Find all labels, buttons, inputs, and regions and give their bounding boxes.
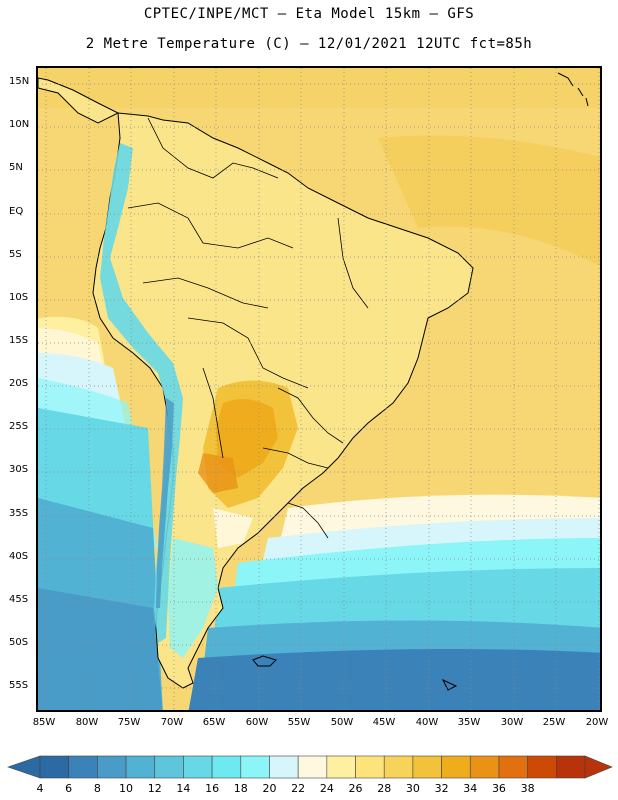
colorbar-segment xyxy=(269,755,299,779)
lon-tick-label: 25W xyxy=(542,717,566,728)
country-borders xyxy=(127,117,369,539)
temperature-colorbar xyxy=(7,755,613,779)
map-canvas xyxy=(38,68,600,710)
colorbar-tick-label: 6 xyxy=(65,782,73,795)
colorbar-segment xyxy=(154,755,184,779)
lon-tick-label: 40W xyxy=(415,717,439,728)
land-hottest-region xyxy=(198,453,238,493)
colorbar-tick-label: 4 xyxy=(36,782,44,795)
lat-tick-label: 5N xyxy=(9,162,23,173)
lat-tick-label: 5S xyxy=(9,249,22,260)
colorbar-tick-label: 8 xyxy=(93,782,101,795)
ocean-caribbean-band xyxy=(38,68,600,108)
lat-tick-label: EQ xyxy=(9,206,24,217)
colorbar-segment xyxy=(240,755,270,779)
map-title-line1: CPTEC/INPE/MCT – Eta Model 15km – GFS xyxy=(143,6,475,22)
argentina-mild xyxy=(213,508,253,548)
lat-tick-label: 10S xyxy=(9,292,29,303)
andes-colder-core xyxy=(156,398,174,608)
lat-tick-label: 55S xyxy=(9,680,29,691)
colorbar-segment xyxy=(355,755,385,779)
lat-tick-label: 25S xyxy=(9,421,29,432)
colorbar-segments xyxy=(7,755,613,779)
lat-tick-label: 20S xyxy=(9,378,29,389)
colorbar-tick-label: 36 xyxy=(491,782,506,795)
lat-tick-label: 40S xyxy=(9,551,29,562)
colorbar-tick-label: 28 xyxy=(377,782,392,795)
lon-tick-label: 45W xyxy=(372,717,396,728)
colorbar-tick-label: 26 xyxy=(348,782,363,795)
colorbar-tick-label: 24 xyxy=(319,782,334,795)
ocean-warm-patch xyxy=(378,135,600,266)
patagonia-cool xyxy=(168,538,218,658)
colorbar-tick-label: 16 xyxy=(205,782,220,795)
lat-tick-label: 45S xyxy=(9,594,29,605)
colorbar-segment xyxy=(469,755,500,779)
colorbar-tick-label: 34 xyxy=(463,782,478,795)
colorbar-tick-label: 38 xyxy=(520,782,535,795)
colorbar-right-arrow xyxy=(584,755,613,779)
colorbar-segment xyxy=(412,755,442,779)
ocean-pacific-coldest xyxy=(38,588,163,710)
colorbar-segment xyxy=(183,755,213,779)
colorbar-segment xyxy=(125,755,156,779)
map-title-line2: 2 Metre Temperature (C) – 12/01/2021 12U… xyxy=(85,36,533,52)
lat-tick-label: 35S xyxy=(9,508,29,519)
central-america-land xyxy=(38,77,120,124)
colorbar-segment xyxy=(39,755,69,779)
colorbar-tick-label: 18 xyxy=(233,782,248,795)
lon-tick-label: 30W xyxy=(500,717,524,728)
colorbar-tick-label: 14 xyxy=(176,782,191,795)
colorbar-tick-label: 10 xyxy=(119,782,134,795)
colorbar-tick-label: 32 xyxy=(434,782,449,795)
lon-tick-label: 80W xyxy=(75,717,99,728)
lat-tick-label: 15S xyxy=(9,335,29,346)
colorbar-segment xyxy=(68,755,98,779)
colorbar-segment xyxy=(527,755,557,779)
lon-tick-label: 70W xyxy=(160,717,184,728)
lon-tick-label: 50W xyxy=(330,717,354,728)
colorbar-tick-label: 20 xyxy=(262,782,277,795)
lon-tick-label: 65W xyxy=(202,717,226,728)
colorbar-segment xyxy=(297,755,328,779)
colorbar-segment xyxy=(556,755,586,779)
colorbar-tick-label: 30 xyxy=(405,782,420,795)
lon-tick-label: 20W xyxy=(585,717,609,728)
temperature-map xyxy=(36,66,602,712)
lon-tick-label: 35W xyxy=(457,717,481,728)
lat-tick-label: 15N xyxy=(9,76,30,87)
lat-tick-label: 30S xyxy=(9,464,29,475)
lat-tick-label: 10N xyxy=(9,119,30,130)
lon-tick-label: 55W xyxy=(287,717,311,728)
colorbar-segment xyxy=(383,755,414,779)
colorbar-segment xyxy=(498,755,528,779)
colorbar-tick-label: 12 xyxy=(147,782,162,795)
falkland-islands xyxy=(252,655,277,667)
south-georgia-island xyxy=(441,678,458,691)
ocean-atlantic-coldest xyxy=(188,649,600,710)
colorbar-tick-label: 22 xyxy=(291,782,306,795)
colorbar-segment xyxy=(97,755,127,779)
lon-tick-label: 75W xyxy=(117,717,141,728)
colorbar-left-arrow xyxy=(7,755,41,779)
colorbar-segment xyxy=(326,755,356,779)
lon-tick-label: 85W xyxy=(32,717,56,728)
caribbean-island xyxy=(557,72,589,107)
colorbar-segment xyxy=(441,755,471,779)
lon-tick-label: 60W xyxy=(245,717,269,728)
colorbar-segment xyxy=(211,755,242,779)
lat-tick-label: 50S xyxy=(9,637,29,648)
